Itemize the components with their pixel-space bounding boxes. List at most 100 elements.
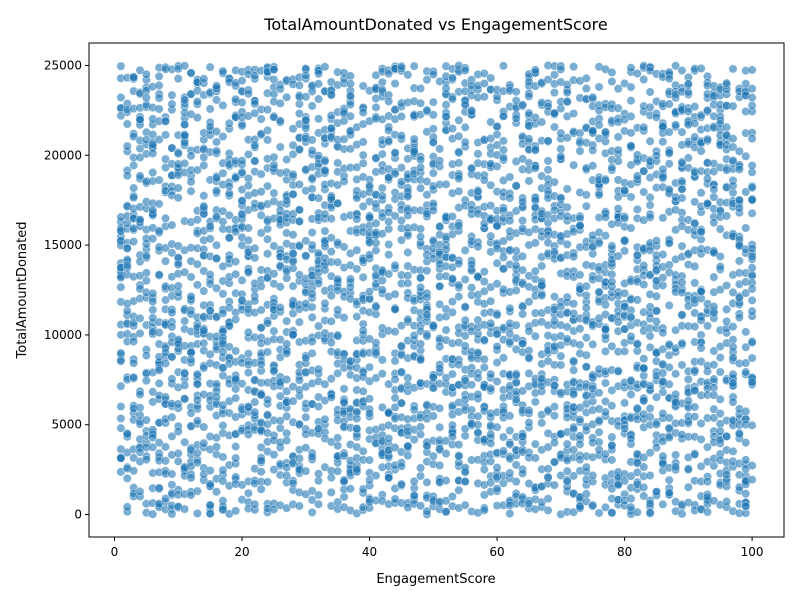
data-point [148,433,158,443]
data-point [492,358,502,368]
data-point [537,418,547,428]
data-point [683,465,693,475]
data-point [747,161,757,171]
data-point [581,190,591,200]
data-point [690,412,700,422]
data-point [441,244,451,254]
data-point [741,79,751,89]
data-point [122,119,132,129]
data-point [167,308,177,318]
data-point [307,452,317,462]
data-point [141,415,151,425]
data-point [722,281,732,291]
data-point [715,367,725,377]
data-point [173,426,183,436]
data-point [365,394,375,404]
data-point [671,325,681,335]
data-point [205,466,215,476]
data-point [486,429,496,439]
data-point [428,124,438,134]
data-point [314,499,324,509]
data-point [116,381,126,391]
data-point [454,174,464,184]
data-point [447,432,457,442]
data-point [581,362,591,372]
data-point [256,187,266,197]
data-point [664,127,674,137]
data-point [607,441,617,451]
data-point [613,218,623,228]
data-point [569,356,579,366]
data-point [403,248,413,258]
data-point [428,110,438,120]
data-point [288,124,298,134]
data-point [282,411,292,421]
data-point [116,92,126,102]
data-point [403,211,413,221]
data-point [403,70,413,80]
data-point [199,363,209,373]
data-point [333,331,343,341]
data-point [416,471,426,481]
data-point [154,378,164,388]
data-point [243,267,253,277]
data-point [626,82,636,92]
data-point [728,342,738,352]
data-point [505,509,515,519]
data-point [715,409,725,419]
data-point [600,231,610,241]
data-point [594,437,604,447]
data-point [473,420,483,430]
y-tick-label: 0 [74,508,82,522]
data-point [747,306,757,316]
data-point [212,283,222,293]
data-point [352,464,362,474]
data-point [161,213,171,223]
y-tick-label: 25000 [44,58,82,72]
data-point [747,252,757,262]
data-point [384,434,394,444]
data-point [294,241,304,251]
data-point [683,396,693,406]
data-point [575,324,585,334]
data-point [275,142,285,152]
data-point [218,168,228,178]
data-point [396,235,406,245]
data-point [441,449,451,459]
data-point [218,452,228,462]
data-point [600,449,610,459]
data-point [243,223,253,233]
data-point [288,281,298,291]
data-point [486,438,496,448]
data-point [231,506,241,516]
data-point [479,354,489,364]
data-point [288,330,298,340]
data-point [416,429,426,439]
data-point [320,156,330,166]
data-point [148,234,158,244]
data-point [301,251,311,261]
data-point [122,473,132,483]
data-point [664,148,674,158]
data-point [607,432,617,442]
data-point [218,100,228,110]
data-point [651,236,661,246]
data-point [116,423,126,433]
data-point [447,274,457,284]
data-point [702,477,712,487]
data-point [154,135,164,145]
data-point [148,442,158,452]
data-point [180,316,190,326]
data-point [301,236,311,246]
y-tick-label: 15000 [44,238,82,252]
data-point [345,282,355,292]
data-point [148,509,158,519]
data-point [301,70,311,80]
data-point [212,186,222,196]
data-point [626,434,636,444]
data-point [696,461,706,471]
data-point [549,411,559,421]
data-point [524,134,534,144]
data-point [696,64,706,74]
data-point [224,321,234,331]
